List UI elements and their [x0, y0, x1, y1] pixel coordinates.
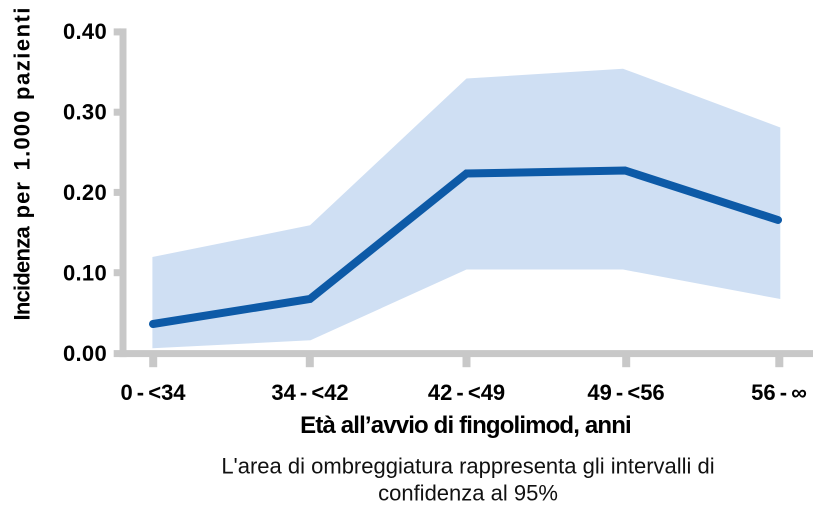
svg-text:56 - ∞: 56 - ∞	[751, 380, 807, 405]
svg-text:0.20: 0.20	[63, 180, 107, 205]
svg-text:0.10: 0.10	[63, 261, 107, 286]
svg-text:34 - <42: 34 - <42	[271, 380, 348, 405]
svg-text:per: per	[10, 181, 35, 218]
svg-text:1.000: 1.000	[10, 109, 35, 170]
svg-text:0.40: 0.40	[63, 19, 107, 44]
svg-text:0.30: 0.30	[63, 100, 107, 125]
svg-text:0 - <34: 0 - <34	[120, 380, 186, 405]
svg-text:49 - <56: 49 - <56	[587, 380, 664, 405]
svg-text:pazienti: pazienti	[10, 6, 35, 100]
svg-text:L'area di ombreggiatura rappre: L'area di ombreggiatura rappresenta gli …	[221, 454, 714, 479]
svg-text:42 - <49: 42 - <49	[428, 380, 505, 405]
svg-text:Incidenza: Incidenza	[10, 226, 35, 321]
svg-text:Età all’avvio di fingolimod, a: Età all’avvio di fingolimod, anni	[300, 412, 631, 439]
svg-text:0.00: 0.00	[63, 341, 107, 366]
svg-text:confidenza al 95%: confidenza al 95%	[378, 481, 558, 505]
